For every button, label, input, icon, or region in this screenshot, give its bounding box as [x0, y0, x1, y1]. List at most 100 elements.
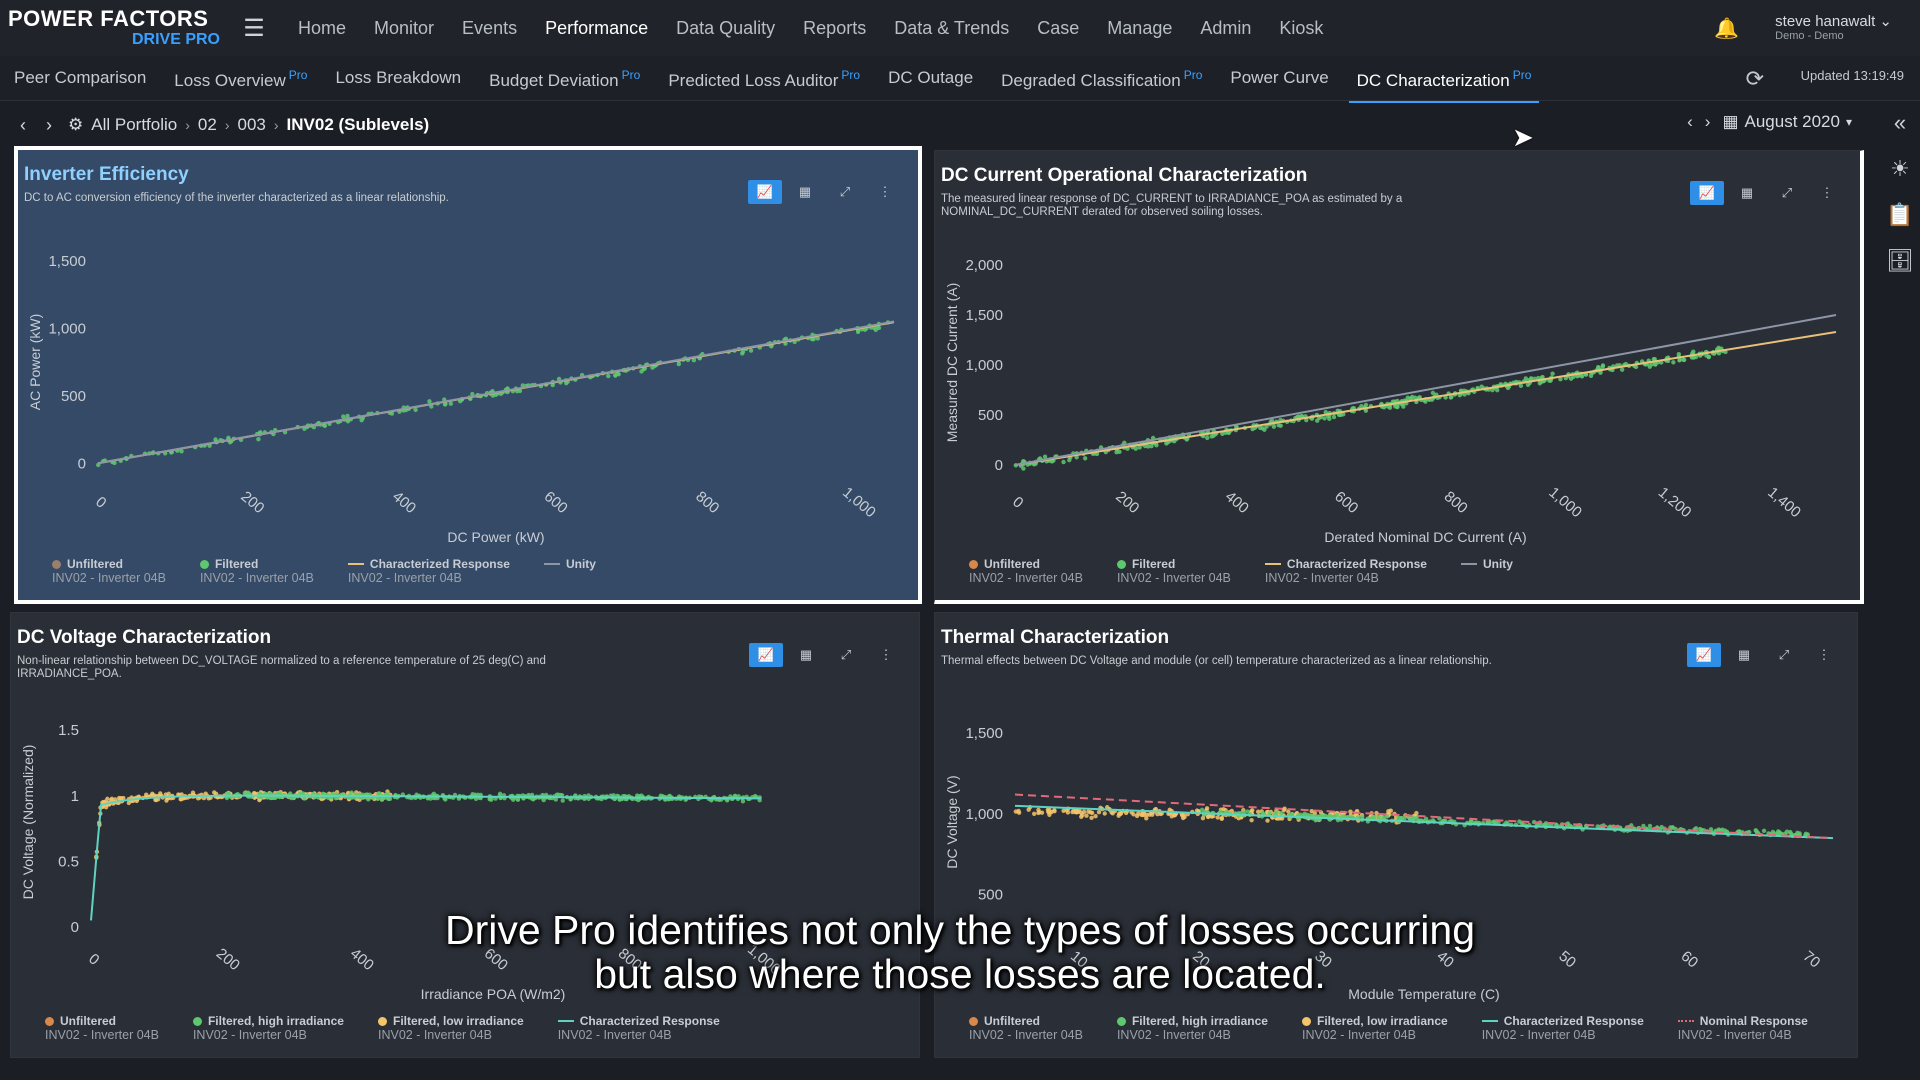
expand-icon[interactable]: ⤢ — [1781, 185, 1793, 200]
legend-item[interactable]: Unity — [1460, 557, 1513, 586]
table-view-icon[interactable]: ▦ — [798, 184, 812, 199]
legend-item[interactable]: Filtered, low irradiance INV02 - Inverter… — [1301, 1014, 1448, 1043]
data-point — [1691, 355, 1697, 360]
more-icon[interactable]: ⋮ — [1820, 185, 1834, 200]
chart-view-icon[interactable]: 📈 — [1687, 643, 1721, 667]
right-rail: « ☀ 📋 🗄 — [1880, 104, 1920, 1080]
breadcrumb-003[interactable]: 003 — [237, 115, 266, 134]
video-caption: Drive Pro identifies not only the types … — [0, 908, 1920, 996]
data-point — [126, 800, 132, 806]
data-point — [1386, 809, 1391, 814]
legend-dot-icon — [1116, 1016, 1126, 1026]
legend-item[interactable]: Characterized Response INV02 - Inverter 0… — [1481, 1014, 1644, 1043]
breadcrumb-all-portfolio[interactable]: All Portfolio — [91, 115, 178, 134]
refresh-icon[interactable]: ⟳ — [1745, 66, 1764, 91]
legend-item[interactable]: Characterized Response INV02 - Inverter 0… — [1264, 557, 1427, 586]
data-point — [1600, 364, 1606, 369]
legend-sublabel: INV02 - Inverter 04B — [1116, 571, 1231, 585]
nav-item-monitor[interactable]: Monitor — [374, 18, 435, 38]
nav-item-home[interactable]: Home — [298, 18, 347, 38]
legend-item[interactable]: Characterized Response INV02 - Inverter 0… — [347, 556, 510, 586]
table-view-icon[interactable]: ▦ — [1737, 647, 1751, 662]
y-tick-label: 0 — [71, 919, 79, 936]
table-view-icon[interactable]: ▦ — [799, 647, 813, 662]
subnav-tab-power-curve[interactable]: Power Curve — [1216, 56, 1342, 100]
expand-icon[interactable]: ⤢ — [840, 647, 852, 662]
chart-view-icon[interactable]: 📈 — [1690, 181, 1724, 205]
mouse-cursor-icon: ➤ — [1512, 122, 1534, 152]
nav-item-data-quality[interactable]: Data Quality — [676, 18, 776, 38]
data-point — [1262, 427, 1267, 432]
bell-icon[interactable]: 🔔 — [1714, 17, 1740, 40]
chart-view-icon[interactable]: 📈 — [749, 643, 783, 667]
legend-item[interactable]: Filtered, high irradiance INV02 - Inverte… — [192, 1014, 344, 1043]
x-tick-label: 400 — [389, 488, 419, 517]
legend-label: Characterized Response — [369, 556, 510, 571]
expand-icon[interactable]: ⤢ — [1778, 647, 1790, 662]
prev-month-icon[interactable]: ‹ — [1687, 112, 1693, 131]
data-point — [1525, 382, 1531, 388]
nav-item-reports[interactable]: Reports — [803, 18, 867, 38]
table-view-icon[interactable]: ▦ — [1740, 185, 1754, 200]
database-icon[interactable]: 🗄 — [1886, 248, 1914, 273]
breadcrumb-02[interactable]: 02 — [197, 115, 217, 134]
subnav-tab-peer-comparison[interactable]: Peer Comparison — [0, 56, 160, 100]
nav-item-data-trends[interactable]: Data & Trends — [894, 18, 1010, 38]
data-point — [1334, 812, 1340, 818]
legend-item[interactable]: Filtered INV02 - Inverter 04B — [1116, 556, 1231, 586]
legend-item[interactable]: Unfiltered INV02 - Inverter 04B — [969, 557, 1083, 586]
more-icon[interactable]: ⋮ — [879, 647, 893, 662]
legend-item[interactable]: Unfiltered INV02 - Inverter 04B — [45, 1014, 159, 1043]
legend-item[interactable]: Unfiltered INV02 - Inverter 04B — [52, 557, 166, 586]
subnav-tab-degraded-classification[interactable]: Degraded Classification Pro — [987, 53, 1216, 103]
data-point — [740, 349, 746, 354]
data-point — [1249, 817, 1254, 823]
nav-item-case[interactable]: Case — [1037, 18, 1080, 38]
lightbulb-icon[interactable]: ☀ — [1890, 156, 1910, 181]
menu-icon[interactable]: ☰ — [243, 14, 265, 42]
data-point — [1671, 360, 1676, 365]
next-month-icon[interactable]: › — [1704, 112, 1711, 131]
data-point — [1309, 808, 1314, 814]
legend-dot-icon — [192, 1016, 202, 1026]
nav-item-kiosk[interactable]: Kiosk — [1279, 18, 1324, 38]
subnav-tab-dc-outage[interactable]: DC Outage — [874, 56, 987, 100]
clipboard-icon[interactable]: 📋 — [1886, 202, 1914, 227]
expand-icon[interactable]: ⤢ — [839, 184, 851, 199]
subnav-tab-predicted-loss-auditor[interactable]: Predicted Loss Auditor Pro — [654, 53, 874, 103]
y-tick-label: 1,500 — [965, 725, 1003, 742]
legend-item[interactable]: Filtered, high irradiance INV02 - Inverte… — [1116, 1014, 1268, 1043]
legend-item[interactable]: Filtered, low irradiance INV02 - Inverter… — [377, 1014, 524, 1043]
subnav-tab-dc-characterization[interactable]: DC Characterization Pro — [1343, 53, 1546, 103]
pro-badge: Pro — [1512, 68, 1532, 83]
date-picker[interactable]: ‹ › ▦ August 2020 ▾ — [1675, 112, 1852, 132]
app-logo[interactable]: POWER FACTORS DRIVE PRO — [0, 8, 228, 48]
data-point — [1296, 414, 1301, 419]
nav-item-admin[interactable]: Admin — [1200, 18, 1252, 38]
nav-item-events[interactable]: Events — [462, 18, 518, 38]
subnav-tab-loss-breakdown[interactable]: Loss Breakdown — [321, 56, 475, 100]
back-arrow-icon[interactable]: ‹ — [20, 114, 26, 135]
data-point — [448, 401, 454, 406]
data-point — [1204, 806, 1210, 811]
nav-item-performance[interactable]: Performance — [545, 18, 649, 38]
data-point — [1558, 377, 1563, 382]
more-icon[interactable]: ⋮ — [878, 184, 892, 199]
user-menu[interactable]: steve hanawalt ⌄ Demo - Demo — [1775, 13, 1892, 43]
legend-item[interactable]: Filtered INV02 - Inverter 04B — [199, 557, 314, 586]
legend-item[interactable]: Unfiltered INV02 - Inverter 04B — [969, 1014, 1083, 1043]
more-icon[interactable]: ⋮ — [1817, 647, 1831, 662]
legend-label: Filtered — [1131, 556, 1176, 571]
data-point — [1200, 815, 1206, 821]
legend-item[interactable]: Unity — [543, 557, 596, 586]
legend-item[interactable]: Nominal Response INV02 - Inverter 04B — [1677, 1014, 1808, 1043]
nav-item-manage[interactable]: Manage — [1107, 18, 1173, 38]
forward-arrow-icon[interactable]: › — [46, 114, 52, 135]
data-point — [553, 797, 559, 802]
collapse-icon[interactable]: « — [1893, 110, 1907, 135]
chart-view-icon[interactable]: 📈 — [748, 180, 782, 204]
subnav-tab-loss-overview[interactable]: Loss Overview Pro — [160, 53, 321, 103]
date-picker-value: August 2020 — [1744, 112, 1840, 131]
legend-item[interactable]: Characterized Response INV02 - Inverter 0… — [557, 1014, 720, 1043]
subnav-tab-budget-deviation[interactable]: Budget Deviation Pro — [475, 53, 654, 103]
